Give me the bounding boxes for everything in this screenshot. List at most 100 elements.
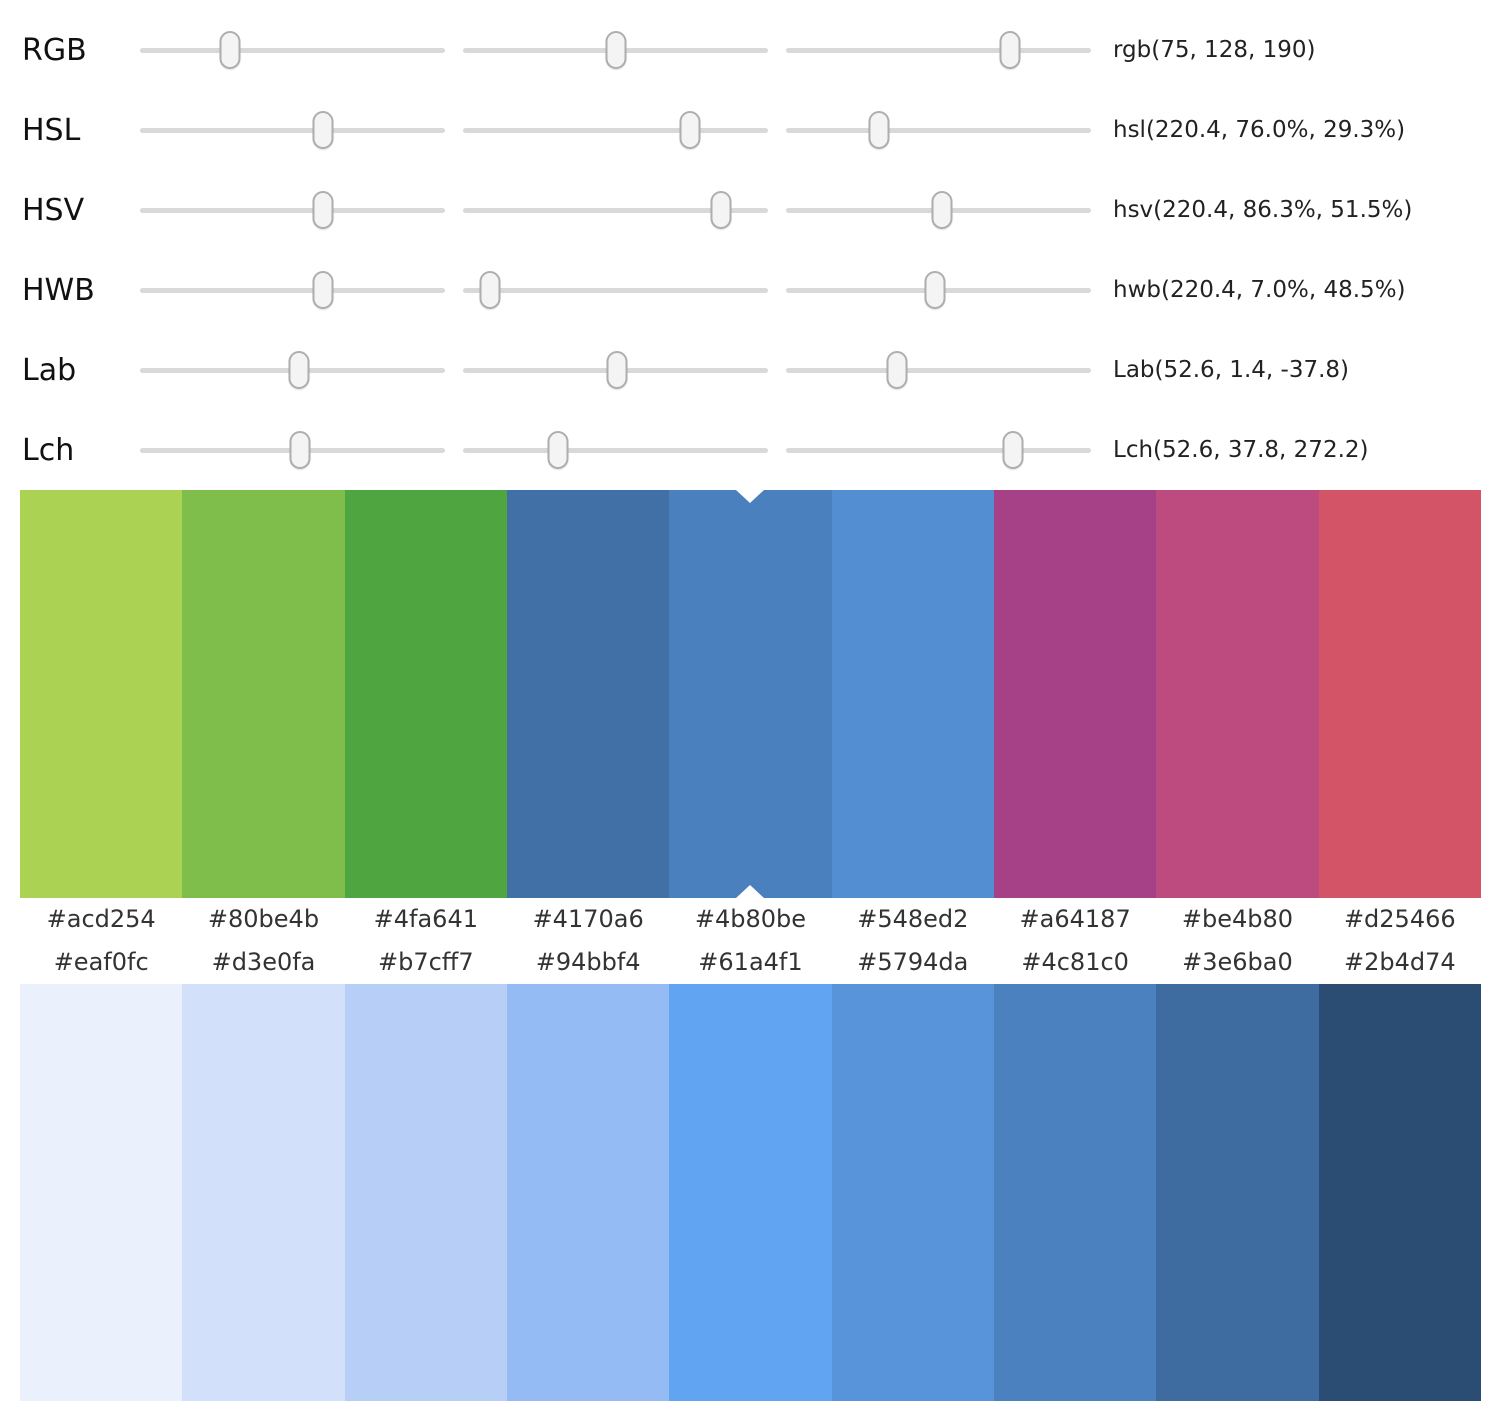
swatch-hex-label: #d3e0fa [211, 948, 316, 976]
palette-swatch[interactable] [20, 490, 183, 898]
color-model-label: RGB [22, 32, 87, 68]
swatch-hex-label: #be4b80 [1181, 905, 1294, 933]
palette-swatch[interactable] [182, 490, 345, 898]
palette-swatch[interactable] [993, 984, 1157, 1401]
slider-track[interactable] [786, 428, 1091, 472]
slider-track[interactable] [786, 188, 1091, 232]
slider-handle[interactable] [931, 191, 953, 229]
slider-tracks [140, 348, 1091, 392]
color-model-label: HSV [22, 192, 85, 228]
color-model-label: HSL [22, 112, 81, 148]
slider-handle[interactable] [289, 431, 311, 469]
slider-row: HSV hsv(220.4, 86.3%, 51.5%) [0, 170, 1501, 250]
swatch-hex-label: #a64187 [1019, 905, 1131, 933]
slider-track[interactable] [786, 348, 1091, 392]
slider-tracks [140, 188, 1091, 232]
swatch-hex-label: #2b4d74 [1343, 948, 1456, 976]
palette-swatch[interactable] [669, 984, 832, 1401]
color-value-text: Lch(52.6, 37.8, 272.2) [1113, 437, 1369, 463]
slider-row: HSL hsl(220.4, 76.0%, 29.3%) [0, 90, 1501, 170]
slider-handle[interactable] [312, 191, 334, 229]
slider-track[interactable] [140, 428, 445, 472]
slider-handle[interactable] [924, 271, 946, 309]
slider-track[interactable] [140, 348, 445, 392]
slider-track[interactable] [140, 108, 445, 152]
slider-handle[interactable] [312, 271, 334, 309]
color-value-text: hsl(220.4, 76.0%, 29.3%) [1113, 117, 1406, 143]
swatch-hex-label: #acd254 [46, 905, 156, 933]
swatch-hex-label: #3e6ba0 [1182, 948, 1293, 976]
swatch-hex-label: #b7cff7 [378, 948, 474, 976]
bottom-palette: #eaf0fc #d3e0fa #b7cff7 #94bbf4 #61a4f1 #5794… [0, 939, 1501, 1401]
color-value-text: hsv(220.4, 86.3%, 51.5%) [1113, 197, 1413, 223]
palette-swatch[interactable] [344, 490, 507, 898]
slider-track[interactable] [140, 188, 445, 232]
swatch-hex-label: #5794da [857, 948, 969, 976]
slider-panel: RGB rgb(75, 128, 190) HSL hsl(220.4, 76.… [0, 0, 1501, 490]
slider-track[interactable] [463, 348, 768, 392]
swatch-hex-label: #4c81c0 [1021, 948, 1129, 976]
swatch-hex-label: #94bbf4 [535, 948, 641, 976]
slider-track[interactable] [786, 28, 1091, 72]
swatch-hex-label: #4b80be [694, 905, 807, 933]
color-value-text: rgb(75, 128, 190) [1113, 37, 1316, 63]
slider-tracks [140, 428, 1091, 472]
palette-swatch[interactable] [344, 984, 507, 1401]
slider-row: Lab Lab(52.6, 1.4, -37.8) [0, 330, 1501, 410]
slider-handle[interactable] [868, 111, 890, 149]
slider-handle[interactable] [288, 351, 310, 389]
palette-swatch[interactable] [993, 490, 1157, 898]
palette-swatch[interactable] [182, 984, 345, 1401]
palette-swatch[interactable] [1156, 490, 1319, 898]
slider-handle[interactable] [710, 191, 732, 229]
slider-track[interactable] [140, 28, 445, 72]
slider-handle[interactable] [547, 431, 569, 469]
slider-handle[interactable] [219, 31, 241, 69]
palette-swatch[interactable] [831, 984, 994, 1401]
swatch-hex-label: #4fa641 [373, 905, 478, 933]
slider-track[interactable] [786, 108, 1091, 152]
slider-tracks [140, 108, 1091, 152]
slider-handle[interactable] [479, 271, 501, 309]
palette-swatch[interactable] [506, 490, 670, 898]
palette-swatch-selected[interactable] [669, 490, 832, 898]
slider-track[interactable] [463, 188, 768, 232]
slider-track[interactable] [140, 268, 445, 312]
swatch-hex-label: #80be4b [207, 905, 320, 933]
slider-track[interactable] [463, 428, 768, 472]
slider-tracks [140, 268, 1091, 312]
slider-handle[interactable] [1002, 431, 1024, 469]
palette-swatch[interactable] [1318, 490, 1481, 898]
slider-handle[interactable] [605, 31, 626, 69]
color-model-label: Lch [22, 432, 75, 468]
palette-swatch[interactable] [1156, 984, 1319, 1401]
slider-row: RGB rgb(75, 128, 190) [0, 10, 1501, 90]
top-swatch-strip [20, 490, 1481, 898]
swatch-hex-label: #548ed2 [857, 905, 969, 933]
slider-row: Lch Lch(52.6, 37.8, 272.2) [0, 410, 1501, 490]
color-model-label: Lab [22, 352, 77, 388]
slider-handle[interactable] [606, 351, 628, 389]
slider-track[interactable] [463, 28, 768, 72]
color-value-text: hwb(220.4, 7.0%, 48.5%) [1113, 277, 1406, 303]
slider-track[interactable] [786, 268, 1091, 312]
slider-track[interactable] [463, 268, 768, 312]
bottom-swatch-strip [20, 984, 1481, 1401]
slider-handle[interactable] [999, 31, 1021, 69]
palette-swatch[interactable] [20, 984, 183, 1401]
palette-swatch[interactable] [1318, 984, 1481, 1401]
slider-row: HWB hwb(220.4, 7.0%, 48.5%) [0, 250, 1501, 330]
slider-handle[interactable] [886, 351, 908, 389]
swatch-hex-label: #d25466 [1343, 905, 1456, 933]
slider-track[interactable] [463, 108, 768, 152]
palette-swatch[interactable] [506, 984, 670, 1401]
slider-handle[interactable] [679, 111, 701, 149]
swatch-hex-label: #61a4f1 [698, 948, 803, 976]
slider-tracks [140, 28, 1091, 72]
bottom-hex-label-row: #eaf0fc #d3e0fa #b7cff7 #94bbf4 #61a4f1 #5794… [20, 939, 1481, 984]
top-palette: #acd254 #80be4b #4fa641 #4170a6 #4b80be #548e… [0, 490, 1501, 939]
slider-handle[interactable] [312, 111, 334, 149]
color-model-label: HWB [22, 272, 95, 308]
palette-swatch[interactable] [831, 490, 994, 898]
